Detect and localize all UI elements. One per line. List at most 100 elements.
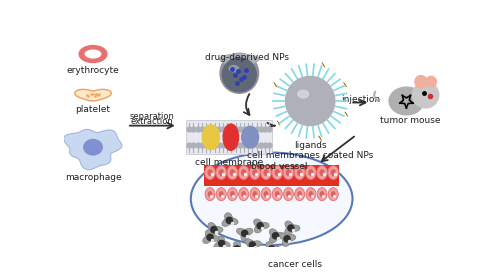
FancyBboxPatch shape (186, 120, 272, 154)
Ellipse shape (260, 166, 272, 179)
Ellipse shape (306, 188, 316, 201)
Polygon shape (265, 242, 281, 256)
Ellipse shape (220, 54, 258, 65)
Circle shape (268, 246, 274, 252)
Ellipse shape (79, 45, 107, 63)
Ellipse shape (216, 166, 226, 179)
Circle shape (426, 76, 436, 87)
Ellipse shape (242, 126, 258, 148)
Circle shape (257, 223, 263, 229)
Ellipse shape (274, 169, 280, 176)
Ellipse shape (316, 166, 328, 179)
Circle shape (207, 234, 213, 240)
Polygon shape (228, 241, 246, 254)
Polygon shape (214, 236, 230, 249)
Ellipse shape (230, 191, 235, 197)
Ellipse shape (264, 169, 268, 176)
Circle shape (242, 230, 248, 237)
Text: blood vessel: blood vessel (251, 162, 308, 171)
Ellipse shape (227, 166, 238, 179)
Text: macrophage: macrophage (64, 173, 122, 182)
Ellipse shape (284, 188, 294, 201)
Polygon shape (277, 121, 280, 125)
Circle shape (218, 240, 224, 247)
Polygon shape (270, 229, 284, 243)
Ellipse shape (86, 50, 100, 58)
Ellipse shape (191, 153, 352, 245)
Ellipse shape (275, 191, 280, 197)
Ellipse shape (297, 169, 302, 176)
Polygon shape (74, 89, 112, 101)
Circle shape (286, 76, 335, 126)
Ellipse shape (204, 166, 216, 179)
Ellipse shape (218, 169, 224, 176)
Ellipse shape (208, 191, 212, 197)
Circle shape (288, 225, 294, 231)
Ellipse shape (84, 140, 102, 155)
Ellipse shape (252, 191, 257, 197)
Ellipse shape (272, 166, 282, 179)
Ellipse shape (230, 66, 238, 72)
Circle shape (250, 242, 256, 248)
Ellipse shape (238, 166, 249, 179)
Polygon shape (203, 230, 219, 243)
Ellipse shape (286, 191, 291, 197)
Ellipse shape (272, 188, 282, 201)
Polygon shape (318, 136, 322, 140)
Polygon shape (64, 129, 122, 170)
Text: separation: separation (130, 112, 174, 121)
Ellipse shape (219, 191, 224, 197)
Polygon shape (280, 233, 296, 247)
Circle shape (412, 82, 438, 108)
Ellipse shape (306, 166, 316, 179)
Ellipse shape (208, 169, 212, 176)
Circle shape (415, 76, 427, 88)
Text: cancer cells: cancer cells (268, 260, 322, 270)
Ellipse shape (331, 191, 336, 197)
Ellipse shape (250, 166, 260, 179)
Polygon shape (322, 63, 325, 67)
Circle shape (234, 246, 240, 252)
Text: cell membrane: cell membrane (195, 158, 264, 167)
Circle shape (230, 253, 236, 260)
Ellipse shape (241, 169, 246, 176)
Ellipse shape (328, 188, 338, 201)
Ellipse shape (294, 188, 304, 201)
Text: injection: injection (340, 95, 380, 104)
Ellipse shape (264, 191, 268, 197)
Ellipse shape (308, 191, 313, 197)
Polygon shape (222, 213, 238, 227)
Ellipse shape (228, 188, 237, 201)
Polygon shape (344, 83, 346, 87)
Polygon shape (245, 239, 262, 253)
Ellipse shape (298, 90, 308, 98)
Polygon shape (208, 222, 223, 237)
Text: cell membranes coated NPs: cell membranes coated NPs (247, 151, 374, 160)
Circle shape (222, 58, 256, 92)
Polygon shape (254, 219, 270, 233)
Text: platelet: platelet (76, 105, 110, 114)
Ellipse shape (298, 191, 302, 197)
Ellipse shape (283, 166, 294, 179)
Ellipse shape (216, 188, 226, 201)
Text: ligands: ligands (294, 141, 326, 150)
Text: drug-deprived NPs: drug-deprived NPs (205, 53, 289, 62)
Ellipse shape (320, 191, 324, 197)
Polygon shape (284, 221, 300, 235)
Text: extraction: extraction (131, 117, 174, 126)
Polygon shape (345, 112, 348, 116)
Polygon shape (236, 228, 253, 241)
Text: erythrocyte: erythrocyte (66, 66, 120, 75)
Ellipse shape (320, 169, 324, 176)
Ellipse shape (230, 169, 235, 176)
Text: tumor mouse: tumor mouse (380, 116, 440, 125)
FancyArrowPatch shape (244, 94, 250, 115)
Circle shape (211, 227, 217, 233)
Polygon shape (274, 83, 277, 87)
Ellipse shape (317, 188, 327, 201)
Circle shape (284, 236, 290, 242)
Circle shape (226, 217, 232, 224)
Ellipse shape (294, 166, 305, 179)
Ellipse shape (389, 87, 424, 115)
Ellipse shape (223, 124, 238, 150)
